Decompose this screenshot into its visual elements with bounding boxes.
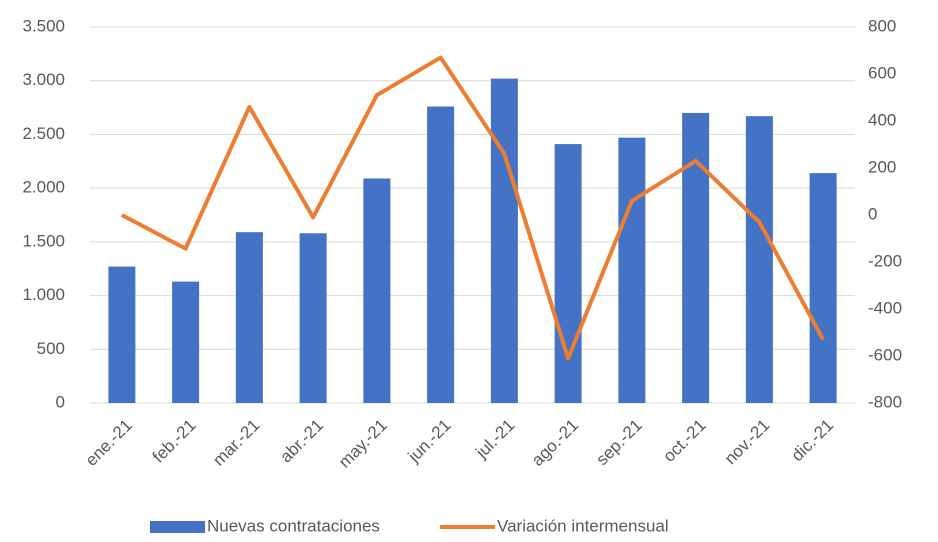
legend-label: Variación intermensual	[497, 516, 669, 535]
bar	[299, 233, 327, 403]
bar	[427, 106, 455, 404]
x-tick-label: jul.-21	[471, 416, 518, 463]
bar	[745, 116, 773, 403]
y-tick-label: 3.000	[22, 70, 65, 89]
y2-tick-label: -400	[868, 298, 902, 317]
x-tick-label: mar.-21	[209, 416, 263, 470]
bar	[108, 266, 136, 403]
y2-tick-label: 200	[868, 157, 896, 176]
y-tick-label: 0	[56, 392, 65, 411]
y2-tick-label: 800	[868, 16, 896, 35]
x-tick-label: ago.-21	[528, 416, 582, 470]
y-tick-label: 2.500	[22, 124, 65, 143]
bar	[172, 281, 200, 403]
y-tick-label: 1.500	[22, 231, 65, 250]
line	[120, 55, 825, 361]
bar	[235, 232, 263, 403]
legend-swatch	[150, 521, 205, 533]
x-tick-label: abr.-21	[276, 416, 327, 467]
x-tick-label: feb.-21	[149, 416, 200, 467]
y-tick-label: 2.000	[22, 178, 65, 197]
y2-tick-label: -800	[868, 392, 902, 411]
x-tick-label: oct.-21	[659, 416, 709, 466]
y2-tick-label: 0	[868, 204, 877, 223]
x-tick-label: jun.-21	[404, 416, 455, 467]
bar	[490, 78, 518, 404]
bar	[809, 173, 837, 403]
x-tick-label: sep.-21	[592, 416, 646, 470]
y2-tick-label: 600	[868, 63, 896, 82]
y-tick-label: 500	[37, 339, 65, 358]
y-tick-label: 3.500	[22, 16, 65, 35]
y2-tick-label: 400	[868, 110, 896, 129]
bar	[363, 178, 391, 403]
y-tick-label: 1.000	[22, 285, 65, 304]
x-tick-label: nov.-21	[721, 416, 774, 469]
bar	[682, 112, 710, 403]
x-tick-label: may.-21	[335, 416, 391, 472]
bar	[618, 137, 646, 403]
y2-tick-label: -200	[868, 251, 902, 270]
x-tick-label: ene.-21	[82, 416, 136, 470]
y2-tick-label: -600	[868, 345, 902, 364]
legend-label: Nuevas contrataciones	[207, 516, 380, 535]
x-tick-label: dic.-21	[788, 416, 838, 466]
bar	[554, 144, 582, 403]
